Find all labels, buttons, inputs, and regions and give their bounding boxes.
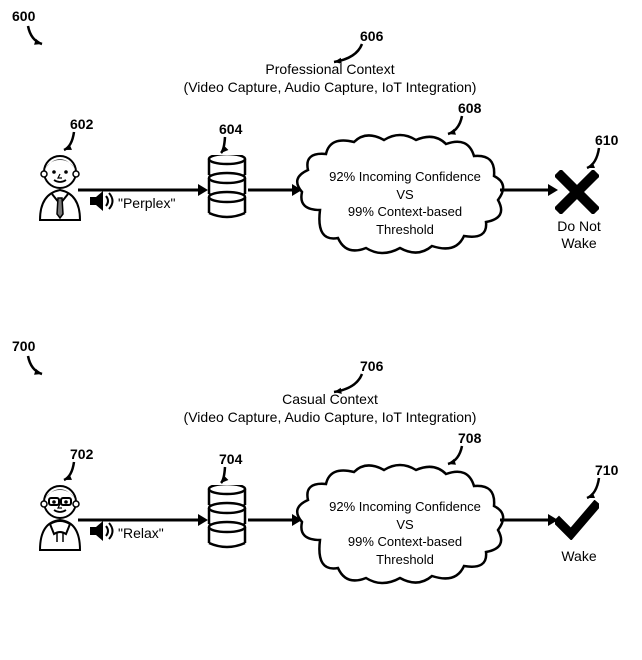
leader-line xyxy=(442,440,480,482)
arrow-person-to-db xyxy=(78,180,210,200)
cloud-text: 92% Incoming ConfidenceVS99% Context-bas… xyxy=(315,498,495,568)
leader-line xyxy=(58,456,92,498)
leader-line xyxy=(215,131,243,171)
leader-line xyxy=(442,110,480,152)
context-sub: (Video Capture, Audio Capture, IoT Integ… xyxy=(184,79,477,95)
result-label: Wake xyxy=(549,548,609,565)
context-sub: (Video Capture, Audio Capture, IoT Integ… xyxy=(184,409,477,425)
arrow-cloud-to-result xyxy=(500,510,560,530)
arrow-person-to-db xyxy=(78,510,210,530)
leader-line xyxy=(22,350,60,392)
leader-line xyxy=(581,142,617,186)
leader-line xyxy=(581,472,617,516)
figure-700: 700Casual Context(Video Capture, Audio C… xyxy=(0,330,642,660)
leader-line xyxy=(328,368,380,410)
leader-line xyxy=(215,461,243,501)
arrow-cloud-to-result xyxy=(500,180,560,200)
result-label: Do NotWake xyxy=(549,218,609,252)
cloud-text: 92% Incoming ConfidenceVS99% Context-bas… xyxy=(315,168,495,238)
figure-600: 600Professional Context(Video Capture, A… xyxy=(0,0,642,330)
leader-line xyxy=(58,126,92,168)
leader-line xyxy=(328,38,380,80)
leader-line xyxy=(22,20,60,62)
